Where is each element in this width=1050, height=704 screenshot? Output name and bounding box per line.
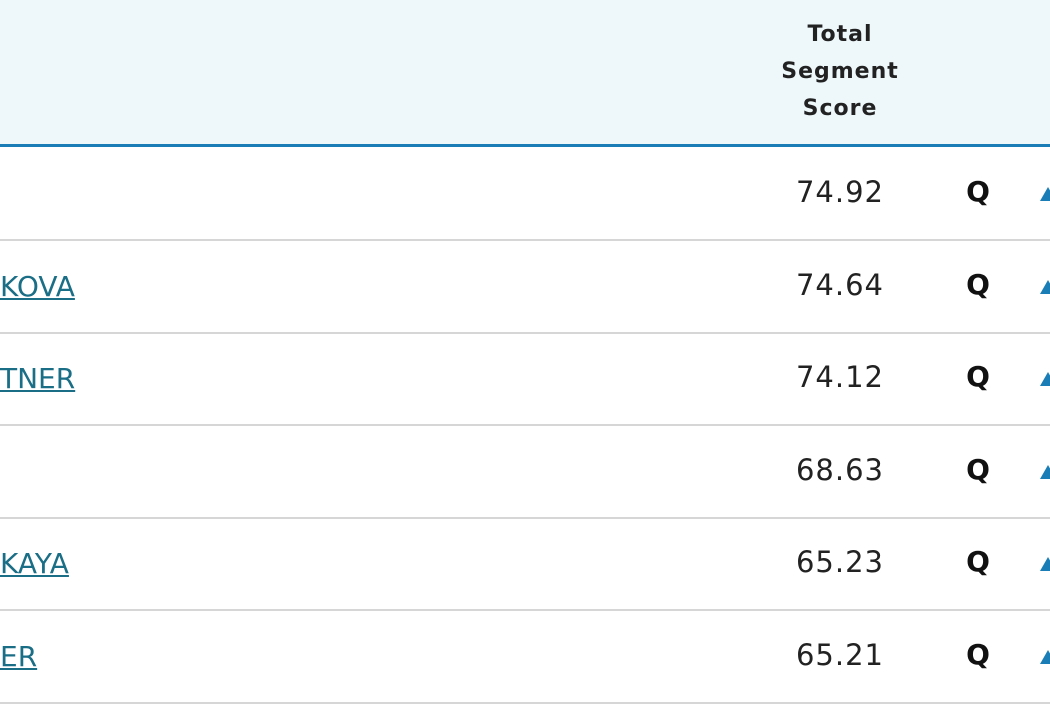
skater-link[interactable]: KOVA xyxy=(0,269,75,303)
qualification: Q xyxy=(966,175,990,208)
skater-link[interactable]: KAYA xyxy=(0,547,69,580)
table-row: TNER 74.12 Q xyxy=(0,332,1050,426)
table-header: Total Segment Score xyxy=(0,0,1050,147)
segment-score: 74.64 xyxy=(795,267,885,302)
qualification: Q xyxy=(966,637,990,671)
expand-icon[interactable] xyxy=(1040,649,1050,664)
qualification: Q xyxy=(966,267,990,301)
segment-score: 65.23 xyxy=(795,545,885,579)
table-row: KOVA 74.64 Q xyxy=(0,240,1050,334)
header-score: Total Segment Score xyxy=(781,22,899,121)
qualification: Q xyxy=(966,360,990,393)
skater-link[interactable]: ER xyxy=(0,639,38,673)
qualification: Q xyxy=(966,452,990,486)
table-row: 74.92 Q xyxy=(0,147,1050,241)
expand-icon[interactable] xyxy=(1040,557,1050,571)
expand-icon[interactable] xyxy=(1040,372,1050,386)
segment-score: 65.21 xyxy=(795,637,885,672)
table-row: KAYA 65.23 Q xyxy=(0,517,1050,611)
segment-score: 74.12 xyxy=(795,360,885,394)
expand-icon[interactable] xyxy=(1040,187,1050,201)
qualification: Q xyxy=(966,545,990,578)
expand-icon[interactable] xyxy=(1040,464,1050,479)
skater-link[interactable]: TNER xyxy=(0,362,76,395)
segment-score: 68.63 xyxy=(795,452,885,487)
table-row: 68.63 Q xyxy=(0,425,1050,519)
table-row: ER 65.21 Q xyxy=(0,610,1050,704)
expand-icon[interactable] xyxy=(1040,279,1050,294)
segment-score: 74.92 xyxy=(795,175,885,209)
